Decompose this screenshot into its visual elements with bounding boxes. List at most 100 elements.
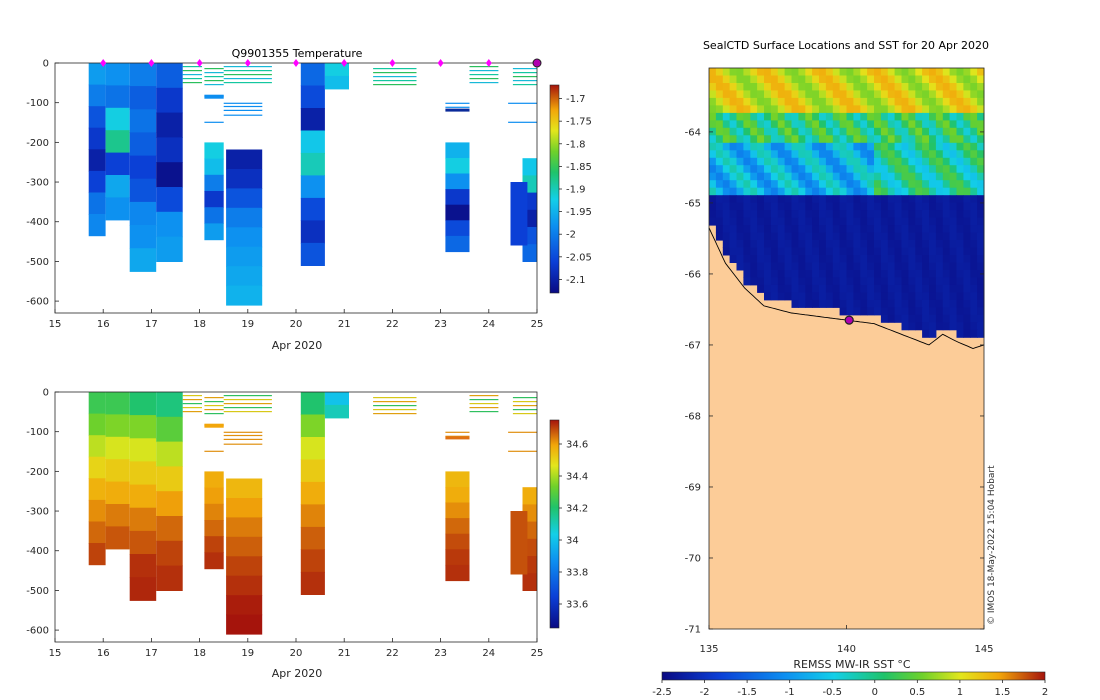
sst-cell [757,180,765,189]
sst-cell [722,90,731,99]
sst-cell [764,105,772,114]
sst-cell [777,112,786,121]
sst-cell [709,135,717,144]
sst-cell [880,247,889,256]
sst-cell [929,105,937,114]
sst-cell [750,150,758,159]
sst-cell [874,195,882,204]
x-tick-label: 15 [49,648,62,659]
sst-cell [812,232,820,241]
profile-cell [300,504,325,528]
sst-cell [770,240,779,248]
sst-cell [915,195,923,204]
sst-colorbar-tick-label: 1.5 [994,687,1010,698]
sst-cell [819,187,827,196]
sst-cell [736,105,744,114]
sst-cell [922,135,930,144]
sst-cell [901,195,909,204]
sst-cell [791,97,799,106]
sst-cell [949,247,957,256]
sst-cell [832,97,841,106]
sst-cell [874,307,882,316]
sst-cell [860,75,868,84]
sst-cell [722,105,731,114]
sst-cell [750,187,758,196]
sst-cell [750,270,758,278]
sst-cell [874,75,882,84]
sst-cell [777,247,786,256]
sst-cell [908,255,916,263]
sst-cell [709,90,717,99]
sst-cell [736,172,744,181]
sst-cell [736,247,744,256]
sst-cell [709,210,717,219]
profile-cell [300,130,325,154]
sst-cell [894,262,902,271]
sst-cell [915,255,923,263]
sst-cell [729,135,737,144]
sst-cell [901,240,909,248]
sst-cell [874,157,882,166]
surface-location-marker [389,59,396,67]
sst-cell [894,90,902,99]
sst-cell [729,240,737,248]
sst-cell [825,187,834,196]
sst-cell [929,135,937,144]
sst-cell [929,255,937,263]
profile-cell [156,441,183,467]
sst-cell [812,270,820,278]
sst-cell [729,75,737,84]
sst-cell [970,314,978,323]
sst-cell [929,210,937,219]
sst-cell [846,292,854,301]
sst-cell [764,210,772,219]
imos-credit: © IMOS 18-May-2022 15:04 Hobart [987,465,997,625]
sst-cell [874,292,882,301]
sst-cell [949,90,957,99]
sst-cell [894,202,902,211]
sst-cell [750,135,758,144]
sst-cell [770,68,779,76]
sst-cell [764,165,772,174]
sst-cell [880,277,889,286]
sst-cell [770,127,779,136]
profile-cell [156,162,183,188]
sst-cell [901,127,909,136]
sst-cell [777,157,786,166]
sst-cell [880,195,889,204]
profile-cell [129,415,157,439]
sst-cell [805,75,813,84]
surface-streak [373,76,417,78]
sst-cell [901,83,909,91]
sst-cell [832,127,841,136]
sst-cell [729,112,737,121]
sst-cell [935,157,944,166]
sst-cell [715,142,724,151]
sst-cell [709,68,717,76]
sst-cell [942,97,951,106]
sst-cell [846,270,854,278]
sst-cell [929,142,937,151]
sst-cell [977,105,985,114]
sst-cell [729,165,737,174]
sst-cell [757,232,765,241]
sst-cell [784,270,792,278]
salinity-colorbar [550,420,559,628]
sst-cell [832,284,841,293]
sst-cell [819,83,827,91]
sst-cell [791,210,799,219]
sst-cell [770,150,779,159]
sst-cell [942,202,951,211]
sparse-streak [223,434,263,437]
map-y-tick-label: -67 [685,340,701,351]
sst-cell [715,83,724,91]
sst-cell [908,322,916,331]
surface-streak [204,409,224,411]
profile-cell [88,149,106,172]
sst-cell [839,97,847,106]
salinity-xlabel: Apr 2020 [272,667,323,680]
sst-cell [963,75,971,84]
sst-cell [860,247,868,256]
sst-cell [798,83,806,91]
sst-cell [722,165,731,174]
